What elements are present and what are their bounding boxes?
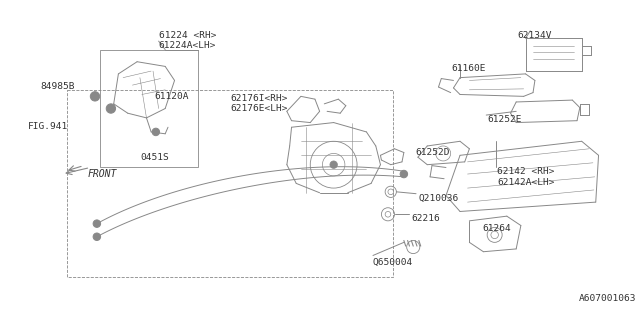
Text: 62176I<RH>: 62176I<RH> (230, 93, 288, 102)
Text: 84985B: 84985B (41, 82, 76, 91)
Circle shape (93, 220, 100, 228)
Bar (67, 90, 392, 277)
Text: 62176E<LH>: 62176E<LH> (230, 104, 288, 113)
Circle shape (93, 233, 100, 241)
Text: 61252E: 61252E (487, 115, 522, 124)
Text: 61264: 61264 (483, 224, 511, 233)
Text: FRONT: FRONT (88, 169, 117, 179)
Circle shape (400, 170, 408, 178)
Text: 62134V: 62134V (517, 31, 552, 40)
Circle shape (152, 128, 159, 136)
Text: Q210036: Q210036 (419, 194, 459, 203)
Text: 61252D: 61252D (415, 148, 449, 157)
Text: 61224A<LH>: 61224A<LH> (159, 41, 216, 50)
Text: FIG.941: FIG.941 (28, 122, 68, 131)
Text: Q650004: Q650004 (373, 258, 413, 267)
Text: 62216: 62216 (412, 214, 440, 223)
Text: A607001063: A607001063 (579, 294, 636, 303)
Text: 62142 <RH>: 62142 <RH> (497, 167, 555, 177)
Text: 61224 <RH>: 61224 <RH> (159, 31, 216, 40)
Bar (100, 50, 198, 166)
Circle shape (330, 161, 337, 168)
Text: 61160E: 61160E (452, 64, 486, 73)
Circle shape (90, 92, 100, 101)
Circle shape (106, 104, 116, 113)
Text: 61120A: 61120A (154, 92, 188, 101)
Text: 62142A<LH>: 62142A<LH> (497, 178, 555, 187)
Text: 0451S: 0451S (140, 153, 169, 162)
